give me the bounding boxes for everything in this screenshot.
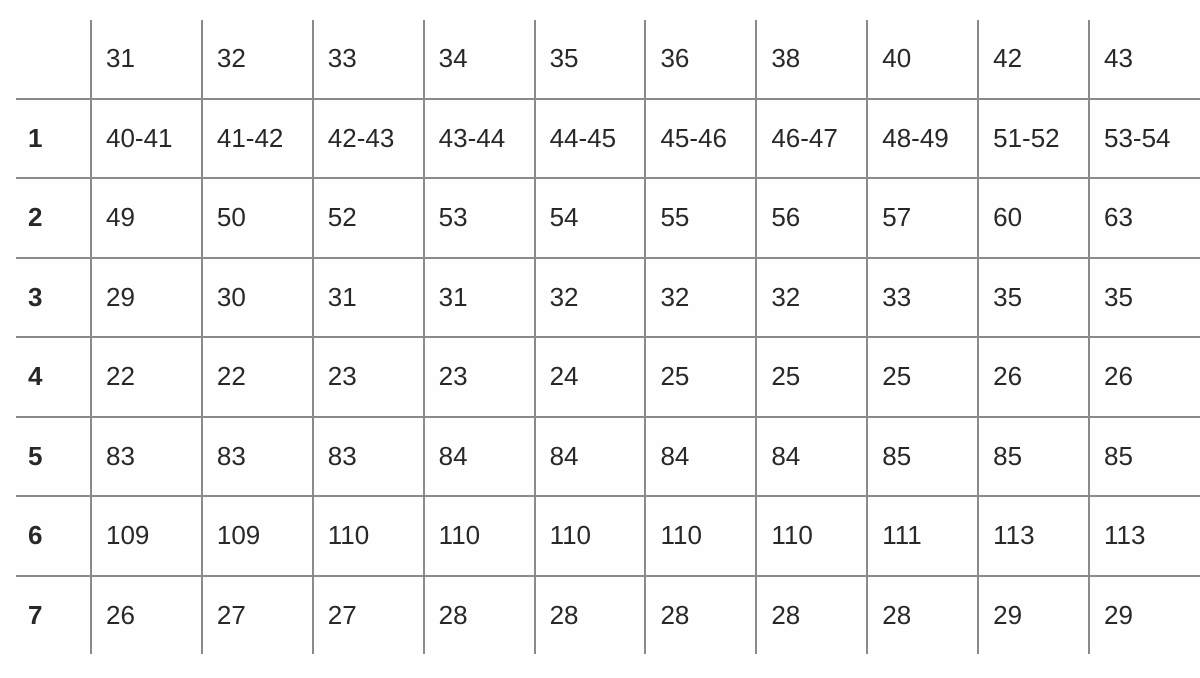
data-cell: 26 <box>1088 336 1200 417</box>
column-header-cell: 35 <box>533 20 646 99</box>
data-cell: 45-46 <box>644 97 757 178</box>
data-cell: 23 <box>311 336 424 417</box>
data-cell: 85 <box>866 415 979 496</box>
data-cell: 46-47 <box>755 97 868 178</box>
size-table: 31 32 33 34 35 36 38 40 42 43 1 40-41 41-42 42-43 43-… <box>16 20 1200 654</box>
data-cell: 110 <box>311 495 424 576</box>
data-cell: 43-44 <box>422 97 535 178</box>
data-cell: 29 <box>977 574 1090 654</box>
row-label-cell: 4 <box>16 336 91 417</box>
data-cell: 44-45 <box>533 97 646 178</box>
column-header-cell: 33 <box>311 20 424 99</box>
data-cell: 84 <box>533 415 646 496</box>
data-cell: 26 <box>90 574 202 654</box>
table-row: 3 29 30 31 31 32 32 32 33 35 35 <box>16 256 1200 337</box>
row-label-cell: 6 <box>16 495 91 576</box>
data-cell: 32 <box>755 256 868 337</box>
column-header-cell: 43 <box>1088 20 1200 99</box>
data-cell: 85 <box>977 415 1090 496</box>
data-cell: 109 <box>200 495 313 576</box>
data-cell: 28 <box>422 574 535 654</box>
data-cell: 26 <box>977 336 1090 417</box>
column-header-cell: 34 <box>422 20 535 99</box>
data-cell: 33 <box>866 256 979 337</box>
table-body: 1 40-41 41-42 42-43 43-44 44-45 45-46 46-47 48-4… <box>16 97 1200 654</box>
data-cell: 28 <box>644 574 757 654</box>
data-cell: 24 <box>533 336 646 417</box>
column-header-cell: 36 <box>644 20 757 99</box>
header-row: 31 32 33 34 35 36 38 40 42 43 <box>16 20 1200 99</box>
data-cell: 109 <box>90 495 202 576</box>
data-cell: 85 <box>1088 415 1200 496</box>
table-row: 5 83 83 83 84 84 84 84 85 85 85 <box>16 415 1200 496</box>
data-cell: 113 <box>1088 495 1200 576</box>
column-header-cell: 40 <box>866 20 979 99</box>
corner-cell <box>16 20 91 99</box>
data-cell: 52 <box>311 177 424 258</box>
data-cell: 56 <box>755 177 868 258</box>
data-cell: 28 <box>533 574 646 654</box>
data-cell: 54 <box>533 177 646 258</box>
row-label-cell: 3 <box>16 256 91 337</box>
data-cell: 30 <box>200 256 313 337</box>
data-cell: 35 <box>977 256 1090 337</box>
column-header-cell: 31 <box>90 20 202 99</box>
data-cell: 84 <box>644 415 757 496</box>
table-row: 2 49 50 52 53 54 55 56 57 60 63 <box>16 177 1200 258</box>
data-cell: 42-43 <box>311 97 424 178</box>
data-cell: 32 <box>644 256 757 337</box>
data-cell: 113 <box>977 495 1090 576</box>
data-cell: 110 <box>533 495 646 576</box>
data-cell: 41-42 <box>200 97 313 178</box>
data-cell: 51-52 <box>977 97 1090 178</box>
data-cell: 32 <box>533 256 646 337</box>
row-label-cell: 1 <box>16 97 91 178</box>
data-cell: 57 <box>866 177 979 258</box>
table-row: 6 109 109 110 110 110 110 110 111 113 113 <box>16 495 1200 576</box>
data-cell: 50 <box>200 177 313 258</box>
data-cell: 48-49 <box>866 97 979 178</box>
data-cell: 63 <box>1088 177 1200 258</box>
row-label-cell: 2 <box>16 177 91 258</box>
data-cell: 28 <box>866 574 979 654</box>
data-cell: 53-54 <box>1088 97 1200 178</box>
data-cell: 27 <box>200 574 313 654</box>
data-cell: 31 <box>422 256 535 337</box>
column-header-cell: 38 <box>755 20 868 99</box>
table-row: 1 40-41 41-42 42-43 43-44 44-45 45-46 46-47 48-4… <box>16 97 1200 178</box>
data-cell: 25 <box>866 336 979 417</box>
data-cell: 22 <box>200 336 313 417</box>
data-cell: 22 <box>90 336 202 417</box>
data-cell: 110 <box>644 495 757 576</box>
data-cell: 83 <box>90 415 202 496</box>
data-cell: 29 <box>1088 574 1200 654</box>
data-cell: 40-41 <box>90 97 202 178</box>
data-cell: 111 <box>866 495 979 576</box>
data-cell: 23 <box>422 336 535 417</box>
data-cell: 31 <box>311 256 424 337</box>
data-cell: 25 <box>644 336 757 417</box>
column-header-cell: 32 <box>200 20 313 99</box>
data-cell: 25 <box>755 336 868 417</box>
data-cell: 27 <box>311 574 424 654</box>
data-cell: 60 <box>977 177 1090 258</box>
data-cell: 49 <box>90 177 202 258</box>
data-cell: 83 <box>200 415 313 496</box>
data-cell: 28 <box>755 574 868 654</box>
data-cell: 53 <box>422 177 535 258</box>
size-chart-sheet: 31 32 33 34 35 36 38 40 42 43 1 40-41 41-42 42-43 43-… <box>0 20 1200 678</box>
data-cell: 35 <box>1088 256 1200 337</box>
table-row: 4 22 22 23 23 24 25 25 25 26 26 <box>16 336 1200 417</box>
table-row: 7 26 27 27 28 28 28 28 28 29 29 <box>16 574 1200 654</box>
data-cell: 83 <box>311 415 424 496</box>
data-cell: 29 <box>90 256 202 337</box>
data-cell: 84 <box>422 415 535 496</box>
data-cell: 110 <box>755 495 868 576</box>
data-cell: 110 <box>422 495 535 576</box>
row-label-cell: 5 <box>16 415 91 496</box>
column-header-cell: 42 <box>977 20 1090 99</box>
data-cell: 84 <box>755 415 868 496</box>
row-label-cell: 7 <box>16 574 91 654</box>
data-cell: 55 <box>644 177 757 258</box>
